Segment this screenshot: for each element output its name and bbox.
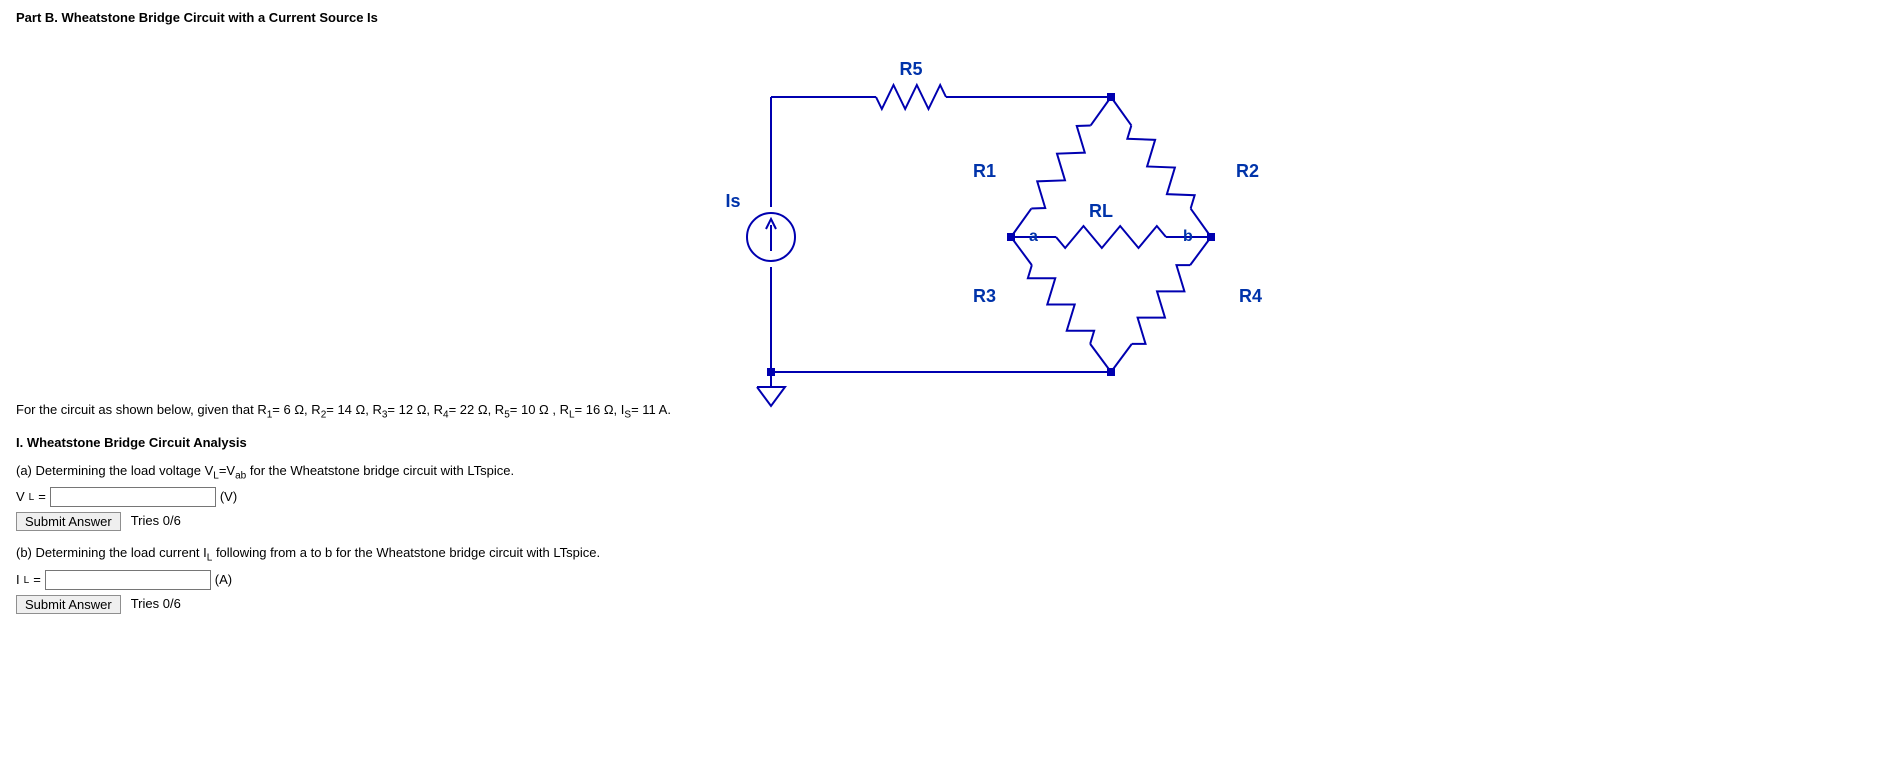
svg-text:RL: RL <box>1089 201 1113 221</box>
qa-text: (a) Determining the load voltage VL=Vab … <box>16 460 671 485</box>
ps-rleq: = 16 Ω, I <box>575 402 625 417</box>
qb-input-row: IL= (A) <box>16 569 671 591</box>
qa-submit-button[interactable]: Submit Answer <box>16 512 121 531</box>
qb-text: (b) Determining the load current IL foll… <box>16 542 671 567</box>
qb-varsub: L <box>24 572 30 589</box>
qb-eq: = <box>33 569 41 591</box>
section-i-title: I. Wheatstone Bridge Circuit Analysis <box>16 435 671 450</box>
qa-input[interactable] <box>50 487 216 507</box>
question-b: (b) Determining the load current I L foll… <box>16 542 671 615</box>
ps-iseq: = 11 A. <box>631 402 671 417</box>
qa-unit: (V) <box>220 486 237 508</box>
svg-text:Is: Is <box>725 191 740 211</box>
qa-input-row: VL= (V) <box>16 486 671 508</box>
ps-r5eq: = 10 Ω , R <box>510 402 569 417</box>
qb-pre: (b) Determining the load current I <box>16 545 207 560</box>
svg-text:R4: R4 <box>1239 286 1262 306</box>
qa-sub2: ab <box>235 470 246 481</box>
question-a: (a) Determining the load voltage VL=Vab … <box>16 460 671 533</box>
svg-text:R5: R5 <box>899 59 922 79</box>
qa-eq: = <box>38 486 46 508</box>
qa-submit-row: Submit Answer Tries 0/6 <box>16 510 671 532</box>
qb-post: following from a to b for the Wheatstone… <box>212 545 600 560</box>
ps-r3eq: = 12 Ω, R <box>387 402 443 417</box>
ps-r4eq: = 22 Ω, R <box>449 402 505 417</box>
qa-pre: (a) Determining the load voltage V <box>16 463 213 478</box>
svg-text:R1: R1 <box>973 161 996 181</box>
svg-text:R2: R2 <box>1236 161 1259 181</box>
svg-text:b: b <box>1183 228 1193 245</box>
ps-prefix: For the circuit as shown below, given th… <box>16 402 267 417</box>
qb-tries: Tries 0/6 <box>131 593 181 615</box>
circuit-diagram: Is R5 R1 R2 R3 R4 RL a b <box>691 37 1311 440</box>
part-title: Part B. Wheatstone Bridge Circuit with a… <box>16 10 1867 25</box>
qa-var: V <box>16 486 25 508</box>
problem-statement: For the circuit as shown below, given th… <box>16 402 671 421</box>
qa-tries: Tries 0/6 <box>131 510 181 532</box>
content-row: For the circuit as shown below, given th… <box>16 37 1867 617</box>
qa-varsub: L <box>29 489 35 506</box>
qa-post: for the Wheatstone bridge circuit with L… <box>246 463 514 478</box>
ps-r2eq: = 14 Ω, R <box>326 402 382 417</box>
qb-unit: (A) <box>215 569 232 591</box>
svg-text:a: a <box>1029 228 1038 245</box>
svg-text:R3: R3 <box>973 286 996 306</box>
qb-input[interactable] <box>45 570 211 590</box>
qa-mid: =V <box>219 463 235 478</box>
qb-var: I <box>16 569 20 591</box>
qb-submit-button[interactable]: Submit Answer <box>16 595 121 614</box>
ps-r1eq: = 6 Ω, R <box>272 402 320 417</box>
left-column: For the circuit as shown below, given th… <box>16 37 671 617</box>
qb-submit-row: Submit Answer Tries 0/6 <box>16 593 671 615</box>
